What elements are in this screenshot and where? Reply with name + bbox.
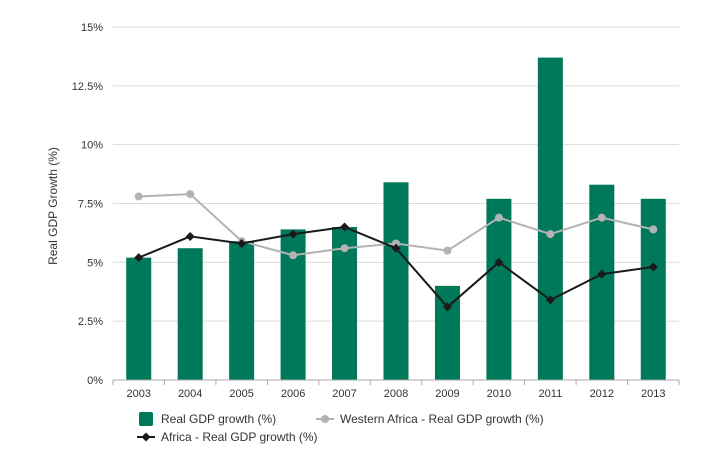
legend-item[interactable]: Real GDP growth (%) [139, 412, 276, 426]
line-point[interactable] [134, 253, 144, 263]
bar-series [126, 57, 666, 381]
x-tick-label: 2013 [641, 388, 665, 400]
legend-swatch [139, 412, 153, 426]
legend-item[interactable]: Western Africa - Real GDP growth (%) [316, 412, 544, 426]
legend-marker [141, 432, 151, 442]
line-point[interactable] [288, 229, 298, 239]
bar[interactable] [537, 57, 563, 381]
line-point[interactable] [546, 230, 555, 239]
line-point[interactable] [391, 243, 401, 253]
bar[interactable] [486, 198, 512, 380]
line-series [134, 190, 658, 312]
x-tick-label: 2006 [281, 388, 305, 400]
legend-label: Real GDP growth (%) [161, 412, 276, 426]
line-point[interactable] [494, 257, 504, 267]
y-tick-label: 7.5% [78, 199, 103, 211]
line-point[interactable] [289, 251, 298, 260]
x-tick-label: 2011 [539, 388, 563, 400]
axes: 0% 2.5% 5% 7.5% 10% 12.5% 15% 2003 2004 2005 2006 2… [72, 22, 680, 400]
legend-marker [321, 415, 329, 423]
y-tick-label: 10% [81, 140, 103, 152]
line-point[interactable] [134, 192, 143, 201]
y-tick-label: 5% [87, 257, 103, 269]
line-point[interactable] [442, 302, 452, 312]
x-tick-label: 2003 [126, 388, 150, 400]
line-point[interactable] [648, 262, 658, 272]
bar[interactable] [434, 285, 460, 380]
x-tick-label: 2010 [487, 388, 511, 400]
line-point[interactable] [340, 222, 350, 232]
x-tick-label: 2008 [384, 388, 408, 400]
legend[interactable]: Real GDP growth (%) Western Africa - Real… [137, 412, 544, 444]
y-tick-label: 2.5% [78, 316, 103, 328]
bar[interactable] [126, 257, 152, 380]
line-point[interactable] [597, 213, 606, 222]
legend-label: Africa - Real GDP growth (%) [161, 430, 318, 444]
y-axis-label: Real GDP Growth (%) [46, 147, 60, 265]
line-point[interactable] [185, 231, 195, 241]
line-point[interactable] [597, 269, 607, 279]
line-point[interactable] [237, 239, 247, 249]
bar[interactable] [177, 248, 203, 380]
line-point[interactable] [649, 225, 658, 234]
y-tick-label: 12.5% [72, 81, 103, 93]
line-point[interactable] [494, 213, 503, 222]
y-tick-label: 15% [81, 22, 103, 34]
bar[interactable] [332, 227, 358, 380]
line-point[interactable] [545, 295, 555, 305]
bar[interactable] [229, 241, 255, 380]
line-point[interactable] [392, 239, 400, 248]
x-tick-label: 2012 [590, 388, 614, 400]
y-tick-label: 0% [87, 375, 103, 387]
line-point[interactable] [340, 244, 349, 253]
x-tick-label: 2004 [178, 388, 202, 400]
x-tick-label: 2005 [229, 388, 253, 400]
x-tick-label: 2009 [435, 388, 459, 400]
legend-label: Western Africa - Real GDP growth (%) [340, 412, 544, 426]
line-point[interactable] [443, 246, 452, 255]
bar[interactable] [383, 182, 409, 380]
legend-item[interactable]: Africa - Real GDP growth (%) [137, 430, 318, 444]
x-tick-label: 2007 [332, 388, 356, 400]
line-point[interactable] [186, 190, 195, 199]
